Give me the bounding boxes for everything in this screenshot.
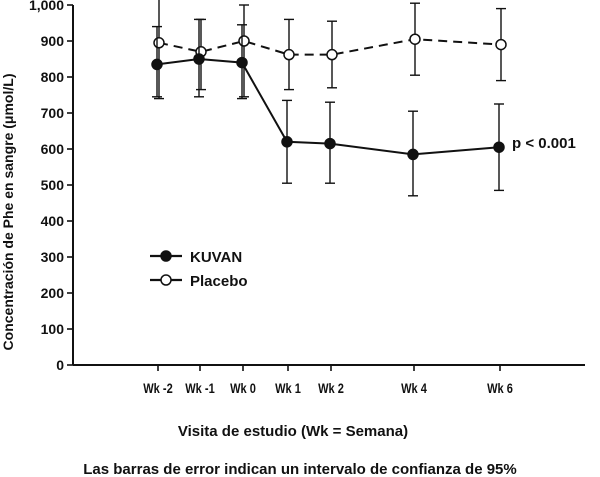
y-tick-label: 300 (41, 249, 65, 265)
x-tick-label: Wk -2 (143, 381, 173, 396)
y-tick-label: 200 (41, 285, 65, 301)
data-point-kuvan (236, 56, 248, 69)
p-value-annotation: p < 0.001 (512, 135, 576, 152)
data-point-kuvan (193, 53, 205, 65)
y-tick-label: 1,000 (29, 0, 64, 13)
y-tick-label: 500 (41, 177, 65, 193)
x-tick-label: Wk 2 (318, 381, 344, 396)
data-point-kuvan (493, 141, 505, 153)
y-tick-label: 700 (41, 105, 65, 121)
y-tick-label: 0 (56, 357, 64, 373)
x-tick-label: Wk 0 (230, 381, 256, 396)
x-tick-label: Wk 1 (275, 381, 301, 396)
legend: KUVAN Placebo (150, 249, 248, 290)
x-tick-label: Wk -1 (185, 381, 215, 396)
y-tick-label: 800 (41, 69, 65, 85)
data-point-placebo (238, 35, 250, 47)
ticks: 0 100 200 300 400 500 600 700 800 900 1,000 Wk -2 Wk… (29, 0, 513, 396)
y-tick-label: 900 (41, 33, 65, 49)
legend-placebo-label: Placebo (190, 273, 248, 290)
footnote: Las barras de error indican un intervalo… (83, 461, 516, 477)
legend-kuvan-marker (160, 250, 172, 262)
series-kuvan (151, 18, 505, 197)
data-point-kuvan (407, 148, 419, 161)
data-point-kuvan (151, 58, 163, 71)
y-tick-label: 400 (41, 213, 65, 229)
y-tick-label: 600 (41, 141, 65, 157)
data-point-placebo (283, 48, 295, 61)
y-axis-label: Concentración de Phe en sangre (μmol/L) (0, 74, 16, 351)
data-point-kuvan (324, 137, 336, 150)
legend-kuvan-label: KUVAN (190, 249, 242, 266)
series (151, 0, 507, 197)
x-tick-label: Wk 4 (401, 381, 427, 396)
x-axis-label: Visita de estudio (Wk = Semana) (178, 423, 408, 440)
data-point-placebo (495, 38, 507, 51)
data-point-placebo (409, 33, 421, 45)
data-point-placebo (153, 37, 165, 49)
legend-placebo-marker (160, 274, 172, 286)
data-point-placebo (326, 48, 338, 61)
x-tick-label: Wk 6 (487, 381, 513, 396)
data-point-kuvan (281, 136, 293, 148)
series-placebo (153, 0, 507, 100)
y-tick-label: 100 (41, 321, 65, 337)
